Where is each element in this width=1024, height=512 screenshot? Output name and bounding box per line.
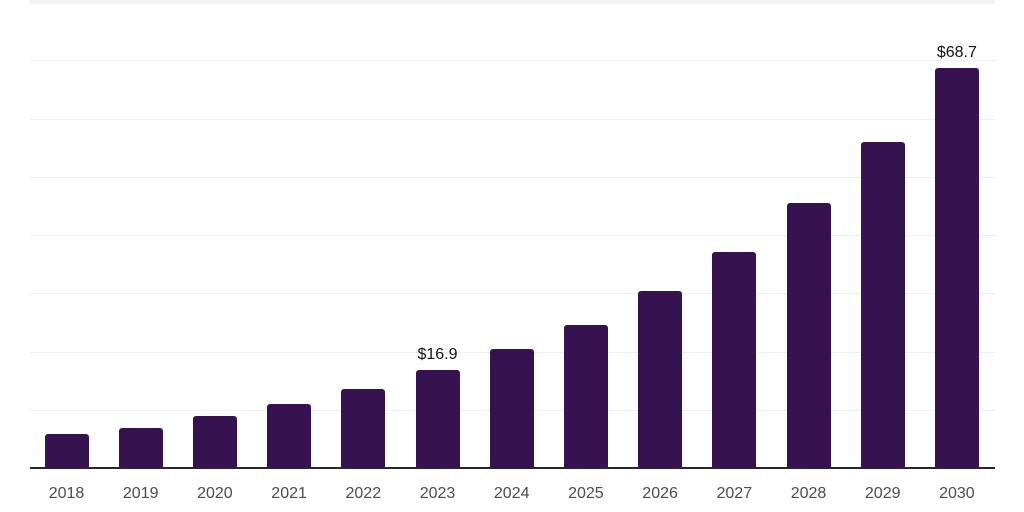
x-tick-label-2030: 2030 — [939, 485, 975, 502]
bar-value-label-2030: $68.7 — [936, 43, 977, 61]
bar-value-label-2023: $16.9 — [417, 345, 458, 363]
bar-2030 — [934, 67, 979, 467]
bar-2027 — [712, 251, 757, 467]
x-tick-label-2020: 2020 — [197, 485, 233, 502]
x-tick-label-2024: 2024 — [493, 485, 530, 502]
x-axis-line — [30, 467, 995, 469]
x-tick-label-2021: 2021 — [271, 485, 307, 502]
bar-2029 — [860, 141, 905, 467]
gridline-top — [30, 0, 995, 4]
bar-2028 — [786, 203, 831, 467]
x-tick-label-2025: 2025 — [568, 485, 604, 502]
x-tick-label-2019: 2019 — [122, 485, 159, 502]
bar-2025 — [563, 324, 608, 467]
x-tick-label-2029: 2029 — [864, 485, 901, 502]
bar-2026 — [638, 290, 683, 467]
x-tick-label-2018: 2018 — [48, 485, 85, 502]
bar-2019 — [118, 427, 163, 467]
bar-2018 — [44, 433, 89, 467]
bar-2023 — [415, 369, 460, 467]
x-tick-label-2026: 2026 — [642, 485, 678, 502]
bar-2021 — [267, 403, 312, 467]
bar-2022 — [341, 388, 386, 467]
gridline — [30, 176, 995, 178]
plot-area: $16.9 $68.7 — [30, 0, 995, 470]
x-tick-label-2028: 2028 — [790, 485, 827, 502]
gridline — [30, 118, 995, 120]
gridline — [30, 235, 995, 236]
x-tick-label-2022: 2022 — [345, 485, 382, 502]
gridline — [30, 293, 995, 295]
x-tick-label-2023: 2023 — [419, 485, 456, 502]
gridline — [30, 60, 995, 62]
bar-2020 — [192, 416, 237, 467]
bar-2024 — [489, 349, 534, 467]
x-tick-label-2027: 2027 — [716, 485, 753, 502]
